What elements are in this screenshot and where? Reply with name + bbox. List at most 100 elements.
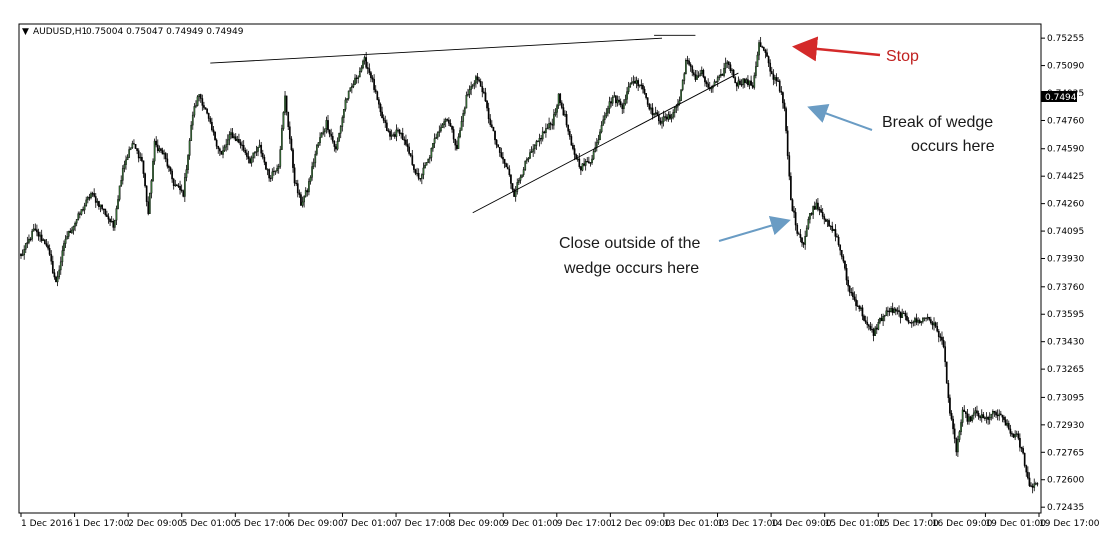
candle-bear	[853, 296, 856, 300]
candle-bear	[495, 139, 498, 146]
candle-bear	[1017, 433, 1020, 439]
candle-bear	[839, 244, 842, 251]
candle-bull	[428, 157, 431, 160]
candle-bull	[885, 310, 888, 316]
candle-bull	[86, 197, 89, 201]
candle-bear	[643, 88, 646, 94]
candle-bear	[621, 104, 624, 109]
candle-bull	[153, 140, 156, 162]
candle-bear	[106, 214, 108, 217]
candle-bear	[863, 315, 865, 321]
candle-bear	[247, 156, 250, 159]
candle-bull	[874, 327, 877, 336]
candle-bull	[187, 155, 189, 170]
candle-bull	[556, 105, 558, 113]
candle-bull	[139, 157, 142, 159]
candle-bull	[600, 125, 603, 133]
candle-bull	[592, 151, 595, 160]
header-dropdown-icon[interactable]: ▼	[22, 27, 29, 37]
candle-bear	[47, 245, 49, 249]
candle-bear	[861, 307, 864, 317]
candle-bear	[780, 90, 783, 93]
candle-bull	[611, 97, 614, 104]
candle-bull	[233, 136, 235, 139]
candle-bear	[704, 76, 706, 83]
candle-bull	[745, 79, 748, 83]
candle-bear	[45, 243, 48, 246]
candle-bull	[360, 67, 363, 72]
candle-bull	[358, 71, 361, 78]
candle-bull	[815, 202, 818, 210]
candle-bull	[564, 114, 566, 116]
y-tick-label: 0.75255	[1047, 34, 1084, 44]
candle-bull	[311, 166, 313, 178]
candle-bull	[576, 158, 579, 160]
header-symbol: AUDUSD,H1	[33, 27, 87, 37]
candle-bull	[113, 219, 116, 228]
candle-bear	[823, 216, 826, 220]
candle-bear	[452, 129, 455, 140]
candle-bull	[998, 413, 1001, 417]
candle-bear	[1020, 447, 1023, 449]
candle-bull	[980, 414, 983, 419]
candle-bear	[831, 225, 834, 231]
candle-bear	[268, 169, 270, 179]
candle-bear	[969, 416, 972, 421]
candle-bear	[166, 158, 169, 167]
candle-bull	[624, 98, 627, 104]
candle-bear	[398, 129, 401, 134]
candle-bear	[145, 185, 148, 202]
x-tick-label: 16 Dec 09:00	[932, 519, 993, 529]
candle-bear	[335, 146, 337, 150]
candle-bear	[955, 438, 958, 453]
candle-bear	[510, 174, 512, 184]
candle-bull	[129, 147, 132, 150]
y-tick-label: 0.74095	[1047, 227, 1084, 237]
candle-bull	[253, 152, 256, 154]
candle-bull	[281, 128, 283, 150]
candle-bear	[705, 81, 708, 85]
candle-bear	[209, 118, 212, 123]
candle-bear	[872, 329, 875, 336]
candle-bull	[883, 315, 886, 317]
candle-bull	[971, 415, 974, 421]
candle-bear	[995, 412, 997, 416]
candle-bull	[700, 70, 703, 74]
candle-bull	[896, 310, 899, 312]
candle-bear	[82, 209, 84, 211]
x-tick-label: 1 Dec 2016	[21, 519, 73, 529]
candle-bear	[134, 144, 137, 149]
candle-bear	[785, 108, 787, 132]
candle-bear	[1011, 433, 1013, 435]
candle-bull	[465, 94, 468, 109]
candle-bull	[416, 172, 418, 175]
candle-bull	[554, 111, 557, 115]
candle-bear	[328, 129, 331, 135]
candle-bull	[436, 132, 439, 138]
candle-bull	[422, 167, 425, 176]
candle-bear	[1028, 477, 1031, 486]
candle-bull	[115, 208, 118, 221]
candle-bear	[642, 84, 644, 90]
candle-bear	[494, 130, 496, 141]
candle-bear	[169, 167, 172, 172]
candle-bull	[314, 153, 317, 164]
candle-bear	[500, 152, 503, 158]
candle-bull	[56, 276, 59, 283]
candle-bull	[473, 82, 476, 86]
candle-bull	[427, 158, 430, 163]
candle-bear	[964, 411, 967, 414]
candle-bear	[1007, 423, 1010, 430]
candle-bull	[471, 84, 474, 87]
break-arrow	[807, 104, 873, 131]
candle-bull	[71, 229, 73, 233]
x-tick-label: 14 Dec 09:00	[771, 519, 832, 529]
candle-bear	[287, 111, 290, 127]
candle-bear	[419, 178, 422, 180]
candle-bear	[580, 166, 582, 171]
candle-bear	[559, 93, 562, 104]
candle-bull	[21, 254, 24, 257]
candle-bear	[331, 136, 334, 142]
candle-bear	[406, 144, 409, 148]
